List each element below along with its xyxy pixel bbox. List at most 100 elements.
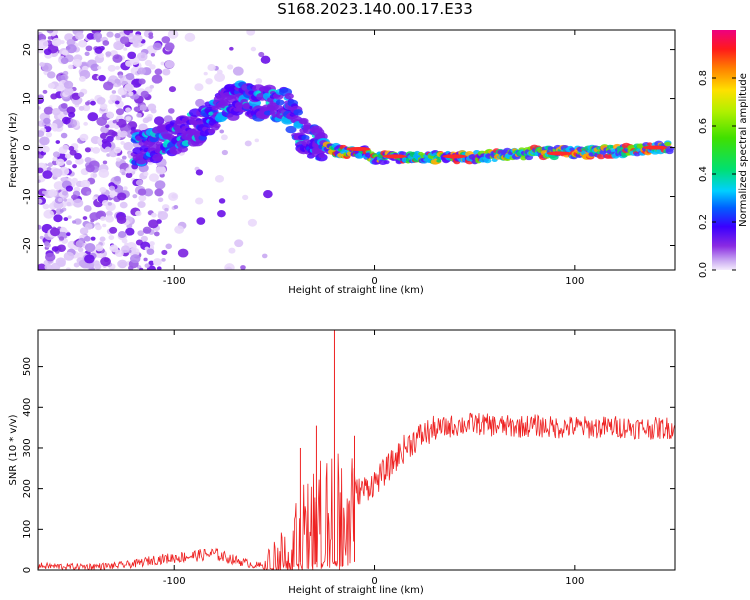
spectrogram-speckle bbox=[140, 90, 149, 98]
spectrogram-speckle bbox=[218, 198, 226, 204]
spectrogram-speckle bbox=[94, 46, 103, 54]
spectrogram-speckle bbox=[133, 106, 141, 112]
spectrogram-speckle bbox=[119, 36, 130, 45]
spectrogram-speckle bbox=[95, 245, 104, 252]
spectrogram-speckle bbox=[121, 171, 126, 176]
spectrogram-speckle bbox=[41, 190, 47, 195]
spectrogram-speckle bbox=[168, 108, 175, 114]
spectrogram-speckle bbox=[85, 164, 95, 173]
spectrogram-speckle bbox=[229, 46, 234, 51]
spectrogram-speckle bbox=[46, 71, 56, 79]
spectrogram-speckle bbox=[250, 46, 257, 52]
y-tick-label: 200 bbox=[22, 479, 33, 498]
spectrogram-speckle bbox=[132, 194, 138, 199]
spectrogram-speckle bbox=[184, 32, 196, 42]
spectrogram-speckle bbox=[50, 123, 58, 129]
spectrogram-speckle bbox=[246, 30, 256, 36]
spectrogram-speckle bbox=[51, 168, 63, 178]
spectrogram-speckle bbox=[196, 217, 206, 225]
colorbar-label: Normalized spectral amplitude bbox=[738, 73, 749, 227]
spectrogram-speckle bbox=[58, 236, 65, 241]
spectrogram-speckle bbox=[72, 220, 77, 224]
spectrogram-speckle bbox=[214, 72, 226, 82]
spectrogram-speckle bbox=[59, 209, 64, 213]
spectrogram-speckle bbox=[195, 98, 205, 108]
x-tick-label: 100 bbox=[565, 276, 584, 287]
spectrogram-speckle bbox=[39, 136, 50, 146]
spectrogram-speckle bbox=[115, 135, 121, 141]
spectrogram-speckle bbox=[157, 211, 169, 221]
spectrogram-speckle bbox=[255, 78, 263, 84]
spectrogram-speckle bbox=[136, 52, 148, 62]
spectrogram-speckle bbox=[177, 248, 189, 258]
spectrogram-speckle bbox=[63, 251, 75, 261]
spectrogram-speckle bbox=[153, 116, 165, 126]
y-tick-label: 500 bbox=[22, 357, 33, 376]
spectrogram-speckle bbox=[82, 65, 89, 72]
spectrogram-speckle bbox=[67, 124, 73, 128]
y-tick-label: 0 bbox=[22, 144, 33, 150]
spectrogram-speckle bbox=[57, 197, 63, 203]
spectrogram-speckle bbox=[55, 257, 67, 267]
spectrogram-ridge-cell bbox=[285, 125, 297, 134]
spectrogram-speckle bbox=[42, 203, 50, 210]
spectrogram-speckle bbox=[77, 247, 84, 253]
spectrogram-speckle bbox=[57, 244, 66, 252]
spectrogram-speckle bbox=[53, 181, 65, 191]
spectrogram-speckle bbox=[138, 78, 146, 85]
spectrogram-speckle bbox=[100, 256, 111, 267]
spectrogram-speckle bbox=[152, 42, 162, 51]
spectrogram-speckle bbox=[164, 42, 175, 51]
spectrogram-speckle bbox=[247, 218, 257, 227]
spectrogram-speckle bbox=[90, 236, 96, 241]
spectrogram-speckle bbox=[66, 106, 76, 114]
colorbar-ticks: 0.0 0.2 0.4 0.6 0.8 bbox=[698, 70, 736, 278]
spectrogram-speckle bbox=[63, 87, 74, 96]
spectrogram-frame bbox=[37, 29, 676, 271]
spectrogram-speckle bbox=[207, 63, 216, 72]
spectrogram-speckle bbox=[151, 212, 157, 218]
spectrogram-speckle bbox=[79, 227, 89, 235]
spectrogram-speckle bbox=[139, 104, 147, 111]
y-tick-label: 0 bbox=[22, 567, 33, 573]
spectrogram-speckle bbox=[67, 215, 72, 219]
spectrogram-speckle bbox=[116, 157, 121, 162]
colorbar-tick-label: 0.0 bbox=[698, 262, 709, 278]
spectrogram-ridge-cell bbox=[665, 148, 674, 155]
spectrogram-speckle bbox=[113, 40, 125, 51]
spectrogram-ridge-cell bbox=[383, 160, 390, 165]
spectrogram-speckle bbox=[227, 64, 234, 70]
spectrogram-speckle bbox=[154, 180, 166, 190]
spectrogram-speckle bbox=[194, 83, 204, 92]
spectrogram-speckle bbox=[105, 210, 113, 217]
spectrogram-speckle bbox=[86, 191, 91, 196]
snr-plot-area bbox=[38, 330, 675, 570]
snr-line bbox=[38, 412, 675, 570]
spectrogram-speckle bbox=[138, 123, 148, 132]
spectrogram-speckle bbox=[132, 34, 143, 43]
spectrogram-speckle bbox=[119, 201, 128, 209]
spectrogram-speckle bbox=[232, 66, 244, 76]
spectrogram-speckle bbox=[102, 40, 110, 46]
spectrogram-speckle bbox=[84, 157, 92, 163]
spectrogram-speckle bbox=[64, 198, 75, 207]
spectrogram-speckle bbox=[112, 119, 117, 124]
spectrogram-speckle bbox=[221, 149, 228, 156]
spectrogram-speckle bbox=[260, 55, 271, 64]
spectrogram-speckle bbox=[137, 201, 146, 209]
spectrogram-ridge-cell bbox=[647, 142, 653, 146]
spectrogram-speckle bbox=[63, 80, 74, 89]
spectrogram-speckle bbox=[46, 166, 52, 172]
spectrogram-ridge-cell bbox=[300, 119, 308, 124]
spectrogram-speckle bbox=[62, 144, 69, 151]
spectrogram-speckle bbox=[167, 30, 179, 39]
y-tick-label: -10 bbox=[22, 188, 33, 204]
spectrogram-speckle bbox=[50, 93, 58, 100]
spectrogram-speckle bbox=[108, 235, 115, 240]
spectrogram-speckle bbox=[51, 246, 59, 252]
spectrogram-speckle bbox=[66, 232, 71, 236]
spectrogram-speckle bbox=[106, 135, 114, 143]
spectrogram-speckle bbox=[161, 257, 166, 262]
spectrogram-speckle bbox=[60, 57, 69, 64]
